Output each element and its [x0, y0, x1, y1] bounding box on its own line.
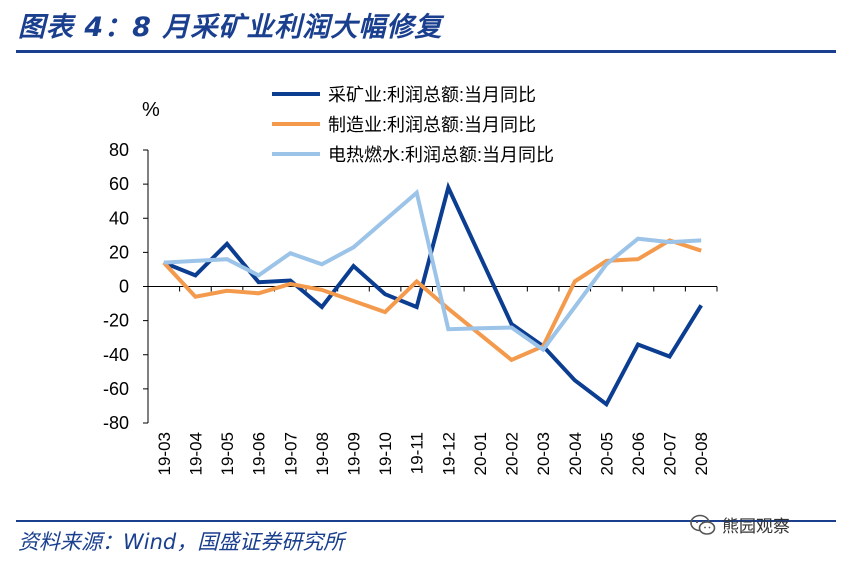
- x-tick-label: 19-10: [376, 432, 395, 475]
- y-tick-label: -20: [103, 311, 129, 331]
- series-line-1: [163, 181, 703, 408]
- legend-label-3: 电热燃水:利润总额:当月同比: [328, 145, 554, 165]
- series-line-3: [163, 189, 702, 353]
- watermark-text: 熊园观察: [722, 517, 790, 537]
- x-tick-label: 20-05: [597, 432, 616, 475]
- x-tick-label: 20-07: [661, 432, 680, 475]
- x-tick-label: 20-04: [566, 432, 585, 475]
- wechat-icon: [690, 514, 716, 535]
- x-tick-label: 20-02: [503, 432, 522, 475]
- x-tick-label: 19-11: [408, 432, 427, 474]
- y-tick-label: -60: [103, 379, 129, 399]
- y-tick-label: 40: [109, 208, 129, 228]
- y-tick-label: 20: [109, 242, 129, 262]
- y-axis-label: %: [142, 99, 160, 121]
- x-tick-label: 19-04: [186, 432, 205, 475]
- y-tick-label: -80: [103, 413, 129, 433]
- x-tick-label: 19-07: [281, 432, 300, 475]
- line-chart: 80 60 40 20 0 -20 -40 -60 -80% 19-03 19-04 19-05 19-…: [103, 85, 718, 475]
- chart-title: 图表 4：8 月采矿业利润大幅修复: [18, 12, 443, 43]
- header-rule: [16, 50, 836, 53]
- y-tick-label: 60: [109, 174, 129, 194]
- x-tick-label: 19-09: [344, 432, 363, 475]
- x-tick-label: 20-08: [692, 432, 711, 475]
- y-tick-label: 0: [119, 277, 129, 297]
- x-tick-label: 19-06: [250, 432, 269, 475]
- y-tick-label: -40: [103, 345, 129, 365]
- x-tick-label: 19-08: [313, 432, 332, 475]
- x-tick-label: 20-01: [471, 432, 490, 475]
- legend-label-1: 采矿业:利润总额:当月同比: [328, 85, 536, 105]
- x-tick-label: 19-12: [439, 432, 458, 475]
- y-tick-label: 80: [109, 140, 129, 160]
- x-tick-label: 20-03: [534, 432, 553, 475]
- x-tick-label: 19-05: [218, 432, 237, 475]
- legend-label-2: 制造业:利润总额:当月同比: [328, 115, 536, 135]
- x-tick-label: 19-03: [155, 432, 174, 475]
- source-note: 资料来源：Wind，国盛证券研究所: [18, 530, 345, 554]
- footer-rule: [16, 520, 836, 522]
- watermark: 熊园观察: [690, 512, 790, 537]
- x-tick-label: 20-06: [629, 432, 648, 475]
